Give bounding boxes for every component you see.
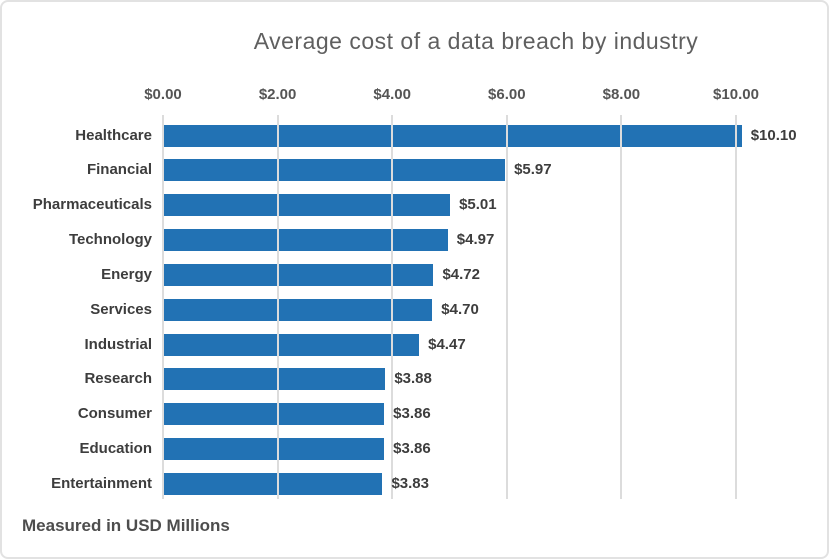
bar	[163, 298, 433, 321]
bar	[163, 159, 506, 182]
x-axis-tick-label: $6.00	[488, 86, 526, 103]
value-label: $5.01	[459, 196, 497, 214]
bar	[163, 333, 420, 356]
category-label: Entertainment	[51, 475, 152, 492]
chart-footnote: Measured in USD Millions	[22, 516, 230, 535]
chart-title: Average cost of a data breach by industr…	[253, 28, 699, 54]
bar	[163, 403, 385, 426]
value-label: $3.86	[393, 405, 431, 423]
category-label: Education	[79, 440, 152, 458]
category-label: Research	[84, 370, 152, 388]
value-label: $4.70	[441, 300, 479, 318]
category-label: Healthcare	[75, 126, 152, 144]
gridline	[735, 115, 737, 499]
category-label: Technology	[68, 231, 152, 249]
bar	[163, 124, 742, 147]
value-label: $3.86	[393, 440, 431, 458]
value-label: $10.10	[750, 126, 797, 144]
value-label: $4.47	[428, 335, 466, 353]
value-label: $3.88	[394, 370, 432, 388]
x-axis-tick-label: $4.00	[373, 86, 411, 103]
x-axis-tick-label: $8.00	[602, 86, 641, 103]
bar	[163, 229, 448, 252]
x-axis-tick-label: $10.00	[713, 86, 759, 103]
value-label: $5.97	[514, 161, 552, 179]
x-axis-tick-label: $2.00	[258, 86, 297, 103]
category-label: Energy	[101, 265, 152, 283]
x-axis-tick-label: $0.00	[144, 86, 182, 103]
gridline	[391, 115, 394, 499]
category-label: Industrial	[84, 335, 152, 353]
category-label: Services	[90, 300, 152, 318]
value-label: $3.83	[391, 475, 429, 492]
category-label: Financial	[86, 161, 152, 179]
gridline	[276, 115, 279, 499]
value-label: $4.97	[456, 231, 495, 249]
category-label: Pharmaceuticals	[32, 196, 152, 214]
bar	[163, 194, 451, 217]
value-label: $4.72	[442, 265, 480, 283]
bar	[163, 438, 385, 461]
gridline	[162, 115, 164, 499]
category-label: Consumer	[77, 405, 152, 423]
gridline	[505, 115, 508, 499]
gridline	[620, 115, 623, 499]
bar	[163, 368, 386, 391]
bar	[163, 263, 434, 286]
bar	[163, 473, 383, 495]
